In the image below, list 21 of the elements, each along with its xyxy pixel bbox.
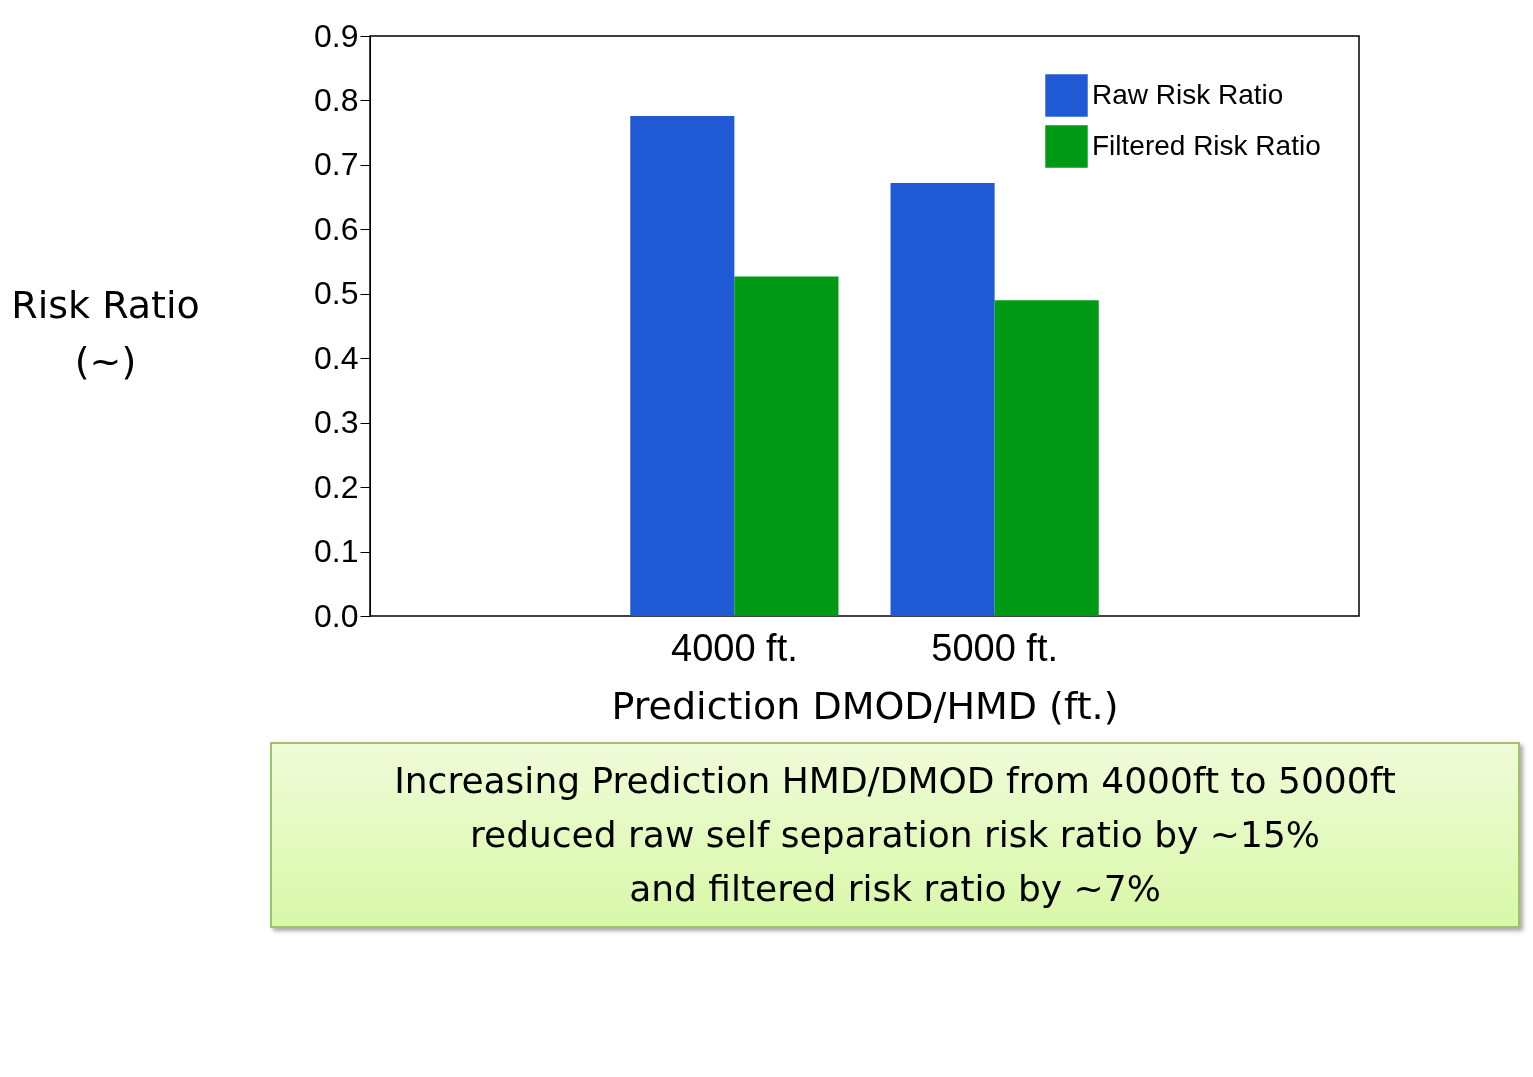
y-tick-label: 0.1: [314, 533, 359, 570]
bar: [630, 115, 735, 616]
bar: [734, 276, 839, 616]
legend-label: Raw Risk Ratio: [1092, 78, 1284, 110]
bar: [890, 182, 995, 616]
y-tick-label: 0.0: [314, 597, 359, 634]
x-axis-title: Prediction DMOD/HMD (ft.): [611, 683, 1119, 728]
y-tick-label: 0.3: [314, 404, 359, 441]
y-tick-label: 0.2: [314, 468, 359, 505]
y-tick-label: 0.7: [314, 146, 359, 183]
y-tick-label: 0.5: [314, 275, 359, 312]
bar: [994, 300, 1099, 616]
x-tick-label: 4000 ft.: [670, 626, 798, 669]
legend-label: Filtered Risk Ratio: [1092, 129, 1321, 161]
y-axis-title: Risk Ratio (~): [11, 282, 200, 383]
x-tick-label: 5000 ft.: [931, 626, 1059, 669]
y-tick-label: 0.4: [314, 339, 359, 376]
text: Increasing Prediction HMD/DMOD from 4000ft to 5000ft reduced raw self separation risk ratio by ~15% and filtered risk ratio by ~7%: [270, 742, 1520, 928]
y-tick-label: 0.9: [314, 17, 359, 54]
y-tick-label: 0.8: [314, 81, 359, 118]
y-tick-label: 0.6: [314, 210, 359, 247]
